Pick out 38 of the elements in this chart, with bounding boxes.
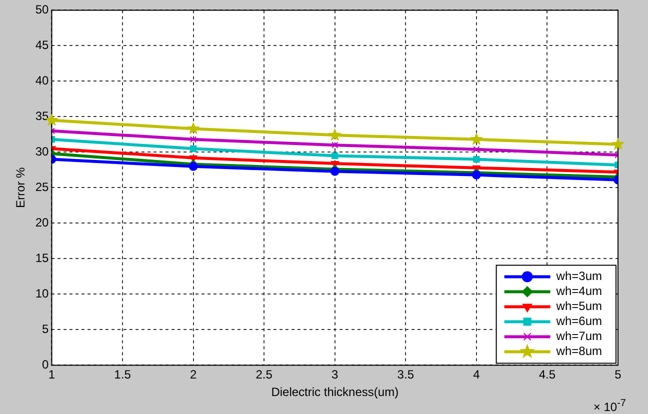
legend-label: wh=6um	[555, 314, 602, 328]
y-tick-label: 50	[35, 2, 50, 17]
x-tick-label: 3	[332, 368, 339, 382]
x-tick-label: 5	[614, 368, 622, 382]
y-tick-label: 25	[35, 180, 50, 194]
x-tick-label: 4	[473, 368, 480, 382]
point	[190, 136, 197, 143]
point	[473, 146, 480, 153]
x-tick-label: 3.5	[397, 368, 414, 382]
y-tick-label: 0	[42, 358, 50, 372]
legend-label: wh=7um	[555, 329, 602, 344]
x-tick-label: 2.5	[256, 368, 273, 382]
point	[328, 128, 342, 141]
x-tick-label: 1.5	[114, 368, 132, 382]
point	[470, 132, 484, 146]
legend-label: wh=5um	[555, 299, 602, 314]
y-tick-label: 15	[35, 251, 50, 266]
y-tick-label: 45	[35, 38, 50, 52]
x-tick-label: 2	[190, 368, 197, 382]
point	[332, 152, 338, 160]
legend-label: wh=8um	[555, 344, 602, 358]
y-axis-title: Error %	[14, 167, 28, 208]
point	[190, 145, 197, 152]
text: × 10$^{-7}$	[593, 398, 626, 414]
y-tick-label: 35	[35, 109, 50, 124]
y-tick-label: 30	[35, 144, 50, 159]
y-tick-label: 10	[35, 286, 50, 301]
point	[473, 156, 480, 163]
x-tick-label: 1	[48, 368, 56, 382]
x-axis-title: Dielectric thickness(um)	[271, 385, 399, 400]
y-tick-label: 40	[35, 74, 50, 88]
legend-label: wh=4um	[555, 284, 602, 298]
point	[332, 142, 338, 148]
point	[186, 122, 200, 134]
y-tick-label: 5	[42, 322, 50, 336]
legend-label: wh=3um	[555, 269, 602, 284]
x-tick-label: 4.5	[538, 368, 556, 382]
y-tick-label: 20	[35, 216, 50, 230]
